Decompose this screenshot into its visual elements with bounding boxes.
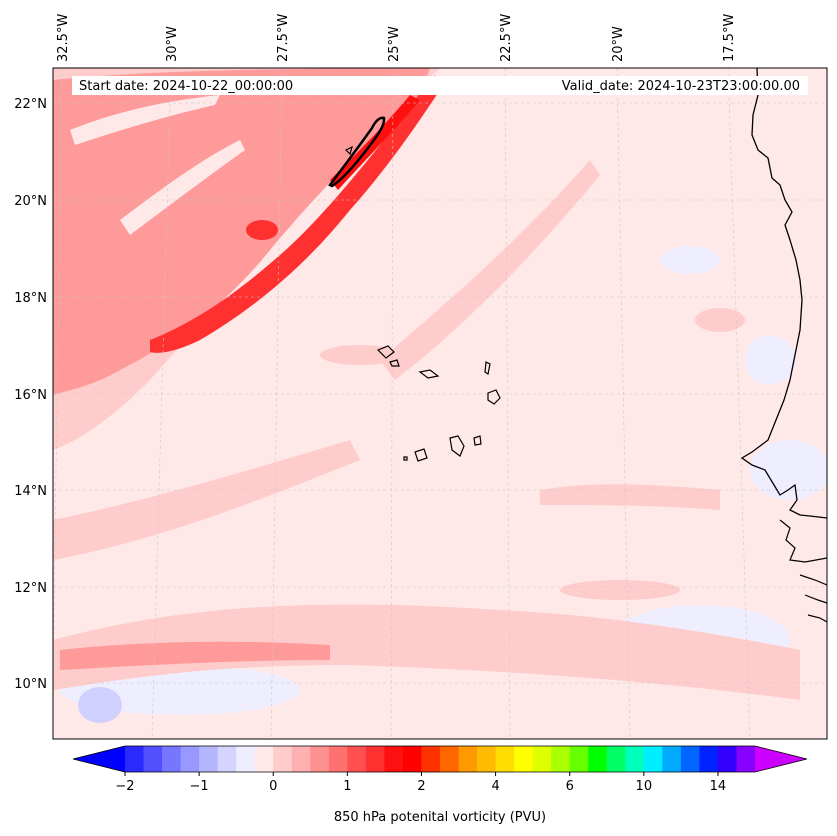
lat-label: 20°N — [14, 194, 47, 209]
colorbar-segment — [588, 746, 608, 772]
colorbar-segment — [143, 746, 163, 772]
colorbar-min-extend — [73, 746, 125, 772]
blue-patch — [78, 687, 122, 723]
lon-label: 30°W — [165, 26, 180, 62]
lon-label: 20°W — [611, 26, 626, 62]
start-date-label: Start date: 2024-10-22_00:00:00 — [79, 79, 293, 94]
colorbar-segment — [310, 746, 330, 772]
colorbar-segment — [606, 746, 626, 772]
colorbar-segment — [514, 746, 534, 772]
colorbar-segment — [180, 746, 200, 772]
pv-contour — [328, 116, 386, 188]
colorbar-segment — [643, 746, 663, 772]
title-bar-bg — [72, 76, 808, 95]
colorbar-segment — [421, 746, 441, 772]
colorbar-tick-label: 10 — [636, 779, 653, 794]
island — [484, 361, 491, 375]
lon-label: 17.5°W — [722, 14, 737, 62]
colorbar-segment — [736, 746, 756, 772]
lat-label: 10°N — [14, 677, 47, 692]
colorbar-tick-label: 6 — [566, 779, 574, 794]
map-panel — [53, 68, 827, 739]
colorbar-tick-label: 4 — [491, 779, 499, 794]
colorbar-max-extend — [755, 746, 807, 772]
colorbar-segment — [625, 746, 645, 772]
lon-label: 25°W — [387, 26, 402, 62]
island — [418, 369, 440, 379]
colorbar-segment — [384, 746, 404, 772]
colorbar-segment — [273, 746, 293, 772]
island — [414, 448, 428, 462]
colorbar-tick-label: 1 — [343, 779, 351, 794]
colorbar-segment — [199, 746, 219, 772]
island — [473, 435, 482, 446]
colorbar-tick-label: 0 — [269, 779, 277, 794]
colorbar-segment — [440, 746, 460, 772]
colorbar-tick-label: −1 — [190, 779, 209, 794]
colorbar-segment — [662, 746, 682, 772]
lat-label: 16°N — [14, 388, 47, 403]
island — [449, 435, 465, 457]
colorbar-segment — [162, 746, 182, 772]
colorbar-segment — [699, 746, 719, 772]
latitude-labels: 22°N 20°N 18°N 16°N 14°N 12°N 10°N — [14, 97, 47, 692]
colorbar-segment — [402, 746, 422, 772]
colorbar-tick-label: 14 — [710, 779, 727, 794]
colorbar-tick-label: −2 — [115, 779, 134, 794]
island — [376, 345, 395, 359]
colorbar-segment — [477, 746, 497, 772]
longitude-labels: 32.5°W 30°W 27.5°W 25°W 22.5°W 20°W 17.5… — [56, 14, 737, 62]
colorbar-segment — [217, 746, 237, 772]
colorbar-segment — [291, 746, 311, 772]
colorbar-tick-label: 2 — [417, 779, 425, 794]
island — [389, 359, 400, 367]
lat-label: 22°N — [14, 97, 47, 112]
colorbar-segment — [569, 746, 589, 772]
colorbar-segment — [365, 746, 385, 772]
colorbar-segment — [254, 746, 274, 772]
africa-coastline — [740, 68, 827, 519]
colorbar-segment — [236, 746, 256, 772]
lon-label: 32.5°W — [56, 14, 71, 62]
map-frame — [52, 67, 828, 740]
colorbar-segment — [328, 746, 348, 772]
lat-label: 18°N — [14, 291, 47, 306]
valid-date-label: Valid_date: 2024-10-23T23:00:00.00 — [562, 79, 800, 94]
high-pv-filament — [150, 75, 440, 353]
lon-label: 22.5°W — [499, 14, 514, 62]
colorbar-segment — [458, 746, 478, 772]
lat-label: 14°N — [14, 484, 47, 499]
moderate-pv-area — [53, 68, 430, 670]
cape-verde-islands — [376, 345, 501, 462]
colorbar-label: 850 hPa potenital vorticity (PVU) — [334, 810, 546, 825]
lat-label: 12°N — [14, 581, 47, 596]
lon-label: 27.5°W — [276, 14, 291, 62]
gridlines — [53, 68, 827, 739]
pv-contour-small — [344, 145, 353, 156]
colorbar-segment — [125, 746, 145, 772]
colorbar-segment — [495, 746, 515, 772]
island — [487, 389, 501, 405]
colorbar-segment — [717, 746, 737, 772]
colorbar-segment — [347, 746, 367, 772]
colorbar-segment — [532, 746, 552, 772]
colorbar — [72, 745, 808, 773]
colorbar-segment — [680, 746, 700, 772]
colorbar-segment — [551, 746, 571, 772]
island — [403, 456, 408, 461]
colorbar-ticks: −2 −1 0 1 2 4 6 10 14 — [115, 772, 726, 794]
guinea-coastline — [779, 519, 827, 623]
